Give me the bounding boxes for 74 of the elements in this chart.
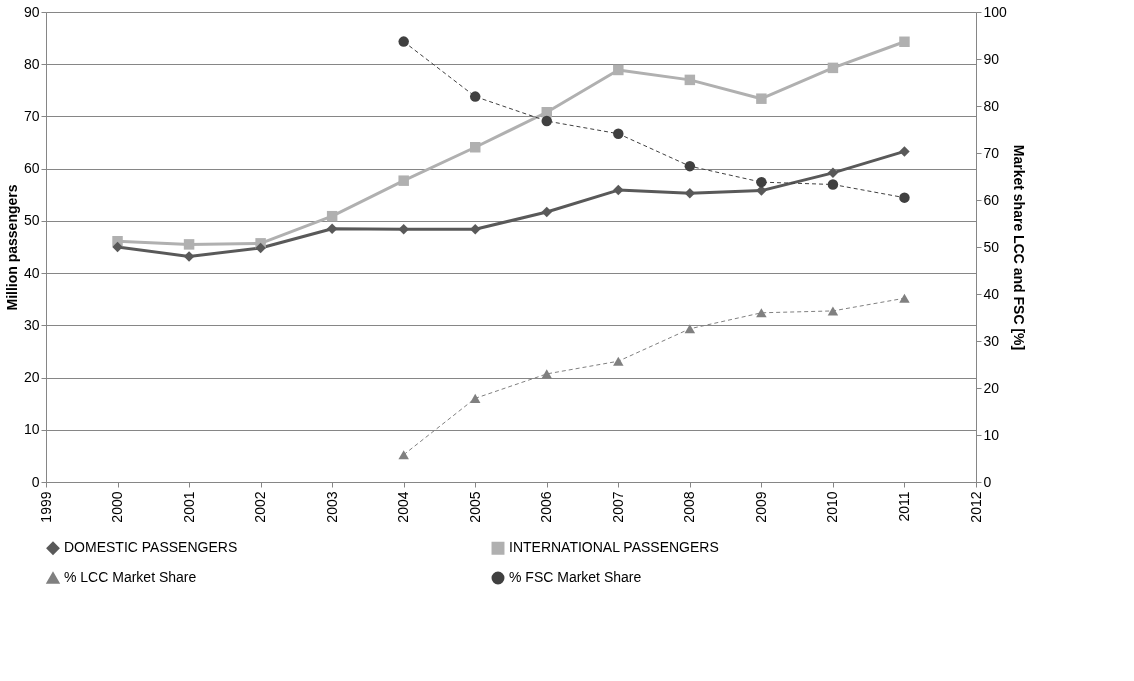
- x-tick-label: 1999: [37, 491, 54, 523]
- y2-tick-label: 40: [983, 285, 1000, 302]
- x-tick-label: 2008: [681, 491, 698, 523]
- y-tick-label: 60: [23, 160, 40, 177]
- point: [756, 93, 767, 104]
- point: [827, 167, 839, 179]
- x-tick-label: 2010: [824, 491, 841, 523]
- y2-tick-label: 90: [983, 50, 1000, 67]
- y2-tick-label: 70: [983, 144, 1000, 161]
- y-tick-label: 70: [23, 107, 40, 124]
- point: [112, 241, 123, 253]
- point: [613, 64, 624, 76]
- y-tick-label: 10: [23, 421, 40, 438]
- y2-tick-label: 60: [983, 191, 1000, 208]
- point: [684, 324, 696, 334]
- point: [899, 36, 910, 48]
- point: [541, 206, 553, 218]
- point: [469, 393, 481, 403]
- point: [899, 146, 910, 157]
- point: [899, 293, 910, 303]
- x-tick-label: 2006: [538, 491, 555, 523]
- y-axis-title: Million passengers: [3, 184, 20, 311]
- legend-label: INTERNATIONAL PASSENGERS: [509, 539, 719, 556]
- y-tick-label: 80: [23, 55, 40, 72]
- point: [183, 239, 195, 250]
- point: [613, 356, 624, 366]
- point: [398, 450, 409, 460]
- point: [613, 184, 624, 196]
- point: [827, 62, 839, 74]
- point: [255, 242, 266, 254]
- y-tick-label: 30: [23, 316, 40, 333]
- y2-tick-label: 80: [983, 97, 1000, 114]
- point: [827, 179, 839, 190]
- point: [684, 74, 696, 86]
- y-tick-label: 40: [23, 264, 40, 281]
- point: [398, 224, 409, 235]
- point: [541, 115, 553, 127]
- y-tick-label: 20: [23, 369, 40, 386]
- x-tick-label: 2003: [323, 491, 340, 523]
- y2-axis-title: Market share LCC and FSC [%]: [1010, 144, 1027, 351]
- x-tick-label: 2012: [967, 491, 984, 523]
- point: [756, 176, 767, 188]
- x-tick-label: 2000: [109, 491, 126, 523]
- x-tick-label: 2004: [395, 491, 412, 523]
- y2-tick-label: 100: [983, 3, 1008, 20]
- y-tick-label: 50: [23, 212, 40, 229]
- point: [398, 36, 409, 47]
- point: [469, 142, 481, 153]
- x-tick-label: 2011: [895, 491, 912, 522]
- x-tick-label: 2001: [180, 491, 197, 523]
- y2-tick-label: 50: [983, 238, 1000, 255]
- x-tick-label: 2002: [252, 491, 269, 523]
- y2-tick-label: 10: [983, 426, 1000, 443]
- y2-tick-label: 30: [983, 332, 1000, 349]
- y-tick-label: 90: [23, 3, 40, 20]
- x-tick-label: 2009: [752, 491, 769, 523]
- point: [326, 210, 338, 222]
- point: [183, 251, 195, 262]
- point: [756, 308, 767, 318]
- point: [613, 128, 624, 139]
- point: [684, 160, 696, 172]
- point: [469, 91, 481, 102]
- y2-tick-label: 0: [983, 473, 992, 490]
- point: [899, 192, 910, 203]
- legend-label: % FSC Market Share: [509, 569, 642, 585]
- x-tick-label: 2007: [609, 491, 626, 523]
- y2-tick-label: 20: [983, 379, 1000, 396]
- x-tick-label: 2005: [466, 491, 483, 523]
- point: [326, 223, 338, 234]
- y-tick-label: 0: [31, 473, 40, 490]
- legend-label: DOMESTIC PASSENGERS: [64, 539, 238, 556]
- legend-label: % LCC Market Share: [64, 569, 197, 585]
- point: [827, 306, 839, 316]
- point: [398, 175, 409, 186]
